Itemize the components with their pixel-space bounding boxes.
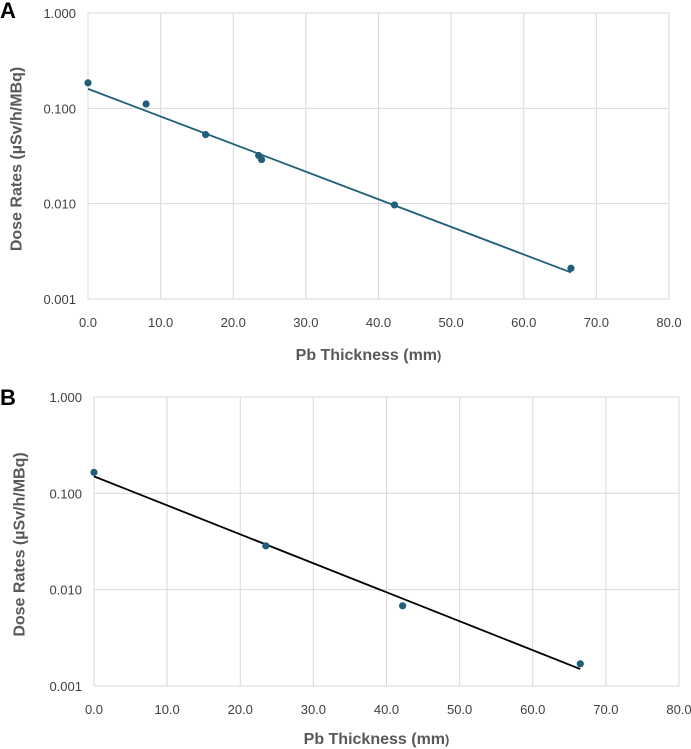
data-point — [576, 660, 584, 668]
x-axis-title: Pb Thickness (mm) — [296, 347, 442, 364]
panel-b: B 0.0 10.0 20.0 30.0 40.0 50.0 60.0 70.0 80.0 0.00… — [0, 385, 691, 748]
y-tick-label: 1.000 — [43, 6, 76, 21]
data-point — [142, 100, 150, 108]
x-tick-label: 10.0 — [148, 315, 173, 330]
panel-label: B — [0, 385, 16, 410]
trendline — [87, 88, 572, 274]
x-tick-label: 80.0 — [666, 702, 691, 717]
x-tick-label: 50.0 — [438, 315, 463, 330]
x-tick-label: 60.0 — [511, 315, 536, 330]
y-tick-label: 1.000 — [49, 390, 82, 405]
y-tick-label: 0.100 — [49, 486, 82, 501]
x-tick-label: 0.0 — [79, 315, 97, 330]
x-tick-label: 20.0 — [221, 315, 246, 330]
x-tick-label: 40.0 — [374, 702, 399, 717]
x-tick-label: 70.0 — [593, 702, 618, 717]
data-point — [262, 542, 270, 550]
x-axis-title: Pb Thickness (mm) — [304, 731, 450, 748]
x-tick-label: 30.0 — [293, 315, 318, 330]
x-tick-label: 80.0 — [656, 315, 681, 330]
trendline — [93, 475, 581, 670]
x-tick-label: 40.0 — [366, 315, 391, 330]
y-tick-label: 0.100 — [43, 101, 76, 116]
x-tick-label: 30.0 — [301, 702, 326, 717]
panel-label: A — [0, 0, 16, 23]
data-point — [202, 131, 210, 139]
data-point — [84, 79, 92, 87]
x-tick-label: 0.0 — [85, 702, 103, 717]
panel-a: A 0.0 10.0 20.0 30.0 40.0 50.0 60.0 70.0 80.0 0.00… — [0, 0, 682, 364]
y-axis-title: Dose Rates (µSv/h/MBq) — [12, 452, 29, 636]
x-tick-label: 60.0 — [520, 702, 545, 717]
y-tick-label: 0.010 — [43, 197, 76, 212]
x-tick-label: 10.0 — [154, 702, 179, 717]
data-point — [257, 155, 266, 164]
x-tick-label: 70.0 — [584, 315, 609, 330]
x-tick-label: 50.0 — [447, 702, 472, 717]
y-tick-label: 0.001 — [49, 679, 82, 694]
y-tick-label: 0.001 — [43, 292, 76, 307]
y-tick-label: 0.010 — [49, 583, 82, 598]
data-point — [398, 602, 407, 610]
data-point — [390, 201, 399, 209]
y-axis-title: Dose Rates (µSv/h/MBq) — [9, 67, 26, 251]
data-point — [567, 264, 575, 272]
x-tick-label: 20.0 — [228, 702, 253, 717]
data-point — [90, 468, 98, 476]
